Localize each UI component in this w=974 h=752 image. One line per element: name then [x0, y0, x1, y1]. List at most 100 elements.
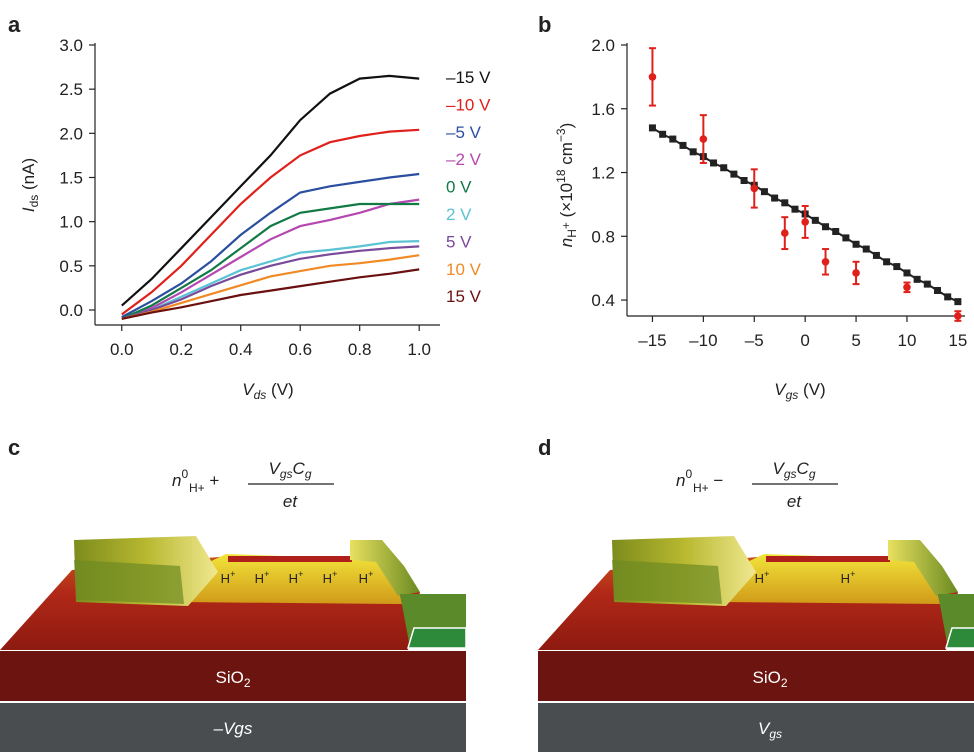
formula-part: C [797, 459, 810, 478]
marker [924, 281, 931, 288]
label-part: cm [557, 142, 576, 169]
y-tick-label: 2.5 [59, 80, 83, 99]
label-part: 2 [244, 676, 251, 690]
marker [791, 206, 798, 213]
marker [700, 135, 708, 143]
y-tick-label: 1.2 [591, 164, 615, 183]
x-tick-label: 0.8 [348, 340, 372, 359]
legend-label: 2 V [446, 205, 472, 224]
marker [649, 73, 657, 81]
formula-part: + [205, 471, 220, 490]
x-tick-label: 5 [851, 331, 860, 350]
label-part: + [764, 569, 769, 579]
marker [730, 171, 737, 178]
formula-part: C [293, 459, 306, 478]
formula-part: H+ [693, 481, 709, 495]
label-part: + [230, 569, 235, 579]
marker [679, 142, 686, 149]
label-part: + [559, 222, 573, 229]
y-axis-title: Ids (nA) [19, 158, 41, 212]
y-tick-label: 3.0 [59, 36, 83, 55]
formula-part: − [709, 471, 724, 490]
label-part: H [755, 571, 764, 586]
panel-label: d [538, 435, 551, 460]
label-part: 2 [781, 676, 788, 690]
marker [801, 218, 809, 226]
label-part: + [264, 569, 269, 579]
label-part: + [850, 569, 855, 579]
label-part: + [332, 569, 337, 579]
marker [903, 284, 911, 292]
label-part: H [359, 571, 368, 586]
device-image [538, 536, 974, 650]
x-tick-label: 0.2 [169, 340, 193, 359]
legend-label: –10 V [446, 95, 491, 114]
y-tick-label: 1.0 [59, 213, 83, 232]
label-part: (nA) [19, 158, 38, 195]
y-tick-label: 2.0 [591, 36, 615, 55]
x-axis-title: Vgs (V) [774, 380, 825, 402]
marker [781, 229, 789, 237]
marker [741, 177, 748, 184]
formula-part: gs [784, 467, 797, 481]
marker [853, 241, 860, 248]
marker [842, 234, 849, 241]
marker [873, 252, 880, 259]
label-part: gs [769, 727, 782, 741]
y-axis-title: nH+ (×1018 cm−3) [554, 123, 579, 248]
legend-label: 5 V [446, 232, 472, 251]
x-tick-label: 10 [898, 331, 917, 350]
panel-label: a [8, 12, 21, 37]
marker [822, 223, 829, 230]
data-line [122, 200, 419, 319]
formula-part: 0 [685, 467, 692, 481]
marker [934, 287, 941, 294]
marker [903, 269, 910, 276]
label-part: SiO [215, 668, 243, 687]
marker [944, 293, 951, 300]
y-tick-label: 1.5 [59, 168, 83, 187]
legend-label: –5 V [446, 123, 482, 142]
marker [750, 185, 758, 193]
page: a b c d Vds (V) Ids (nA) Vgs (V) nH+ (×1… [0, 0, 974, 752]
marker [781, 199, 788, 206]
marker [863, 246, 870, 253]
formula-part: et [283, 492, 298, 511]
marker [822, 258, 830, 266]
label-part: H [565, 229, 579, 238]
label-part: −3 [554, 128, 568, 142]
label-part: (V) [266, 380, 293, 399]
formula-part: 0 [181, 467, 188, 481]
label-part: 18 [554, 169, 568, 183]
formula: VgsCg [773, 459, 816, 481]
y-tick-label: 0.5 [59, 257, 83, 276]
figure: a b c d Vds (V) Ids (nA) Vgs (V) nH+ (×1… [0, 0, 974, 752]
label-part: + [298, 569, 303, 579]
marker [761, 188, 768, 195]
x-tick-label: –5 [745, 331, 764, 350]
diagram: n0H+ − VgsCg et SiO2 Vgs [538, 459, 974, 752]
formula-part: n [676, 471, 685, 490]
label-part: ds [27, 195, 41, 208]
legend-label: 15 V [446, 287, 482, 306]
marker [659, 131, 666, 138]
label-part: SiO [752, 668, 780, 687]
x-tick-label: 1.0 [407, 340, 431, 359]
marker [710, 159, 717, 166]
formula-part: n [172, 471, 181, 490]
y-tick-label: 2.0 [59, 124, 83, 143]
data-line [122, 130, 419, 315]
y-tick-label: 1.6 [591, 100, 615, 119]
label-part: (×10 [557, 183, 576, 222]
label-part: gs [786, 388, 799, 402]
formula: VgsCg [269, 459, 312, 481]
x-tick-label: –15 [638, 331, 666, 350]
x-tick-label: 15 [948, 331, 967, 350]
formula-part: gs [280, 467, 293, 481]
data-line [122, 76, 419, 306]
device-image [0, 536, 466, 650]
marker [954, 312, 962, 320]
marker [883, 258, 890, 265]
x-tick-label: 0.4 [229, 340, 253, 359]
marker [771, 195, 778, 202]
